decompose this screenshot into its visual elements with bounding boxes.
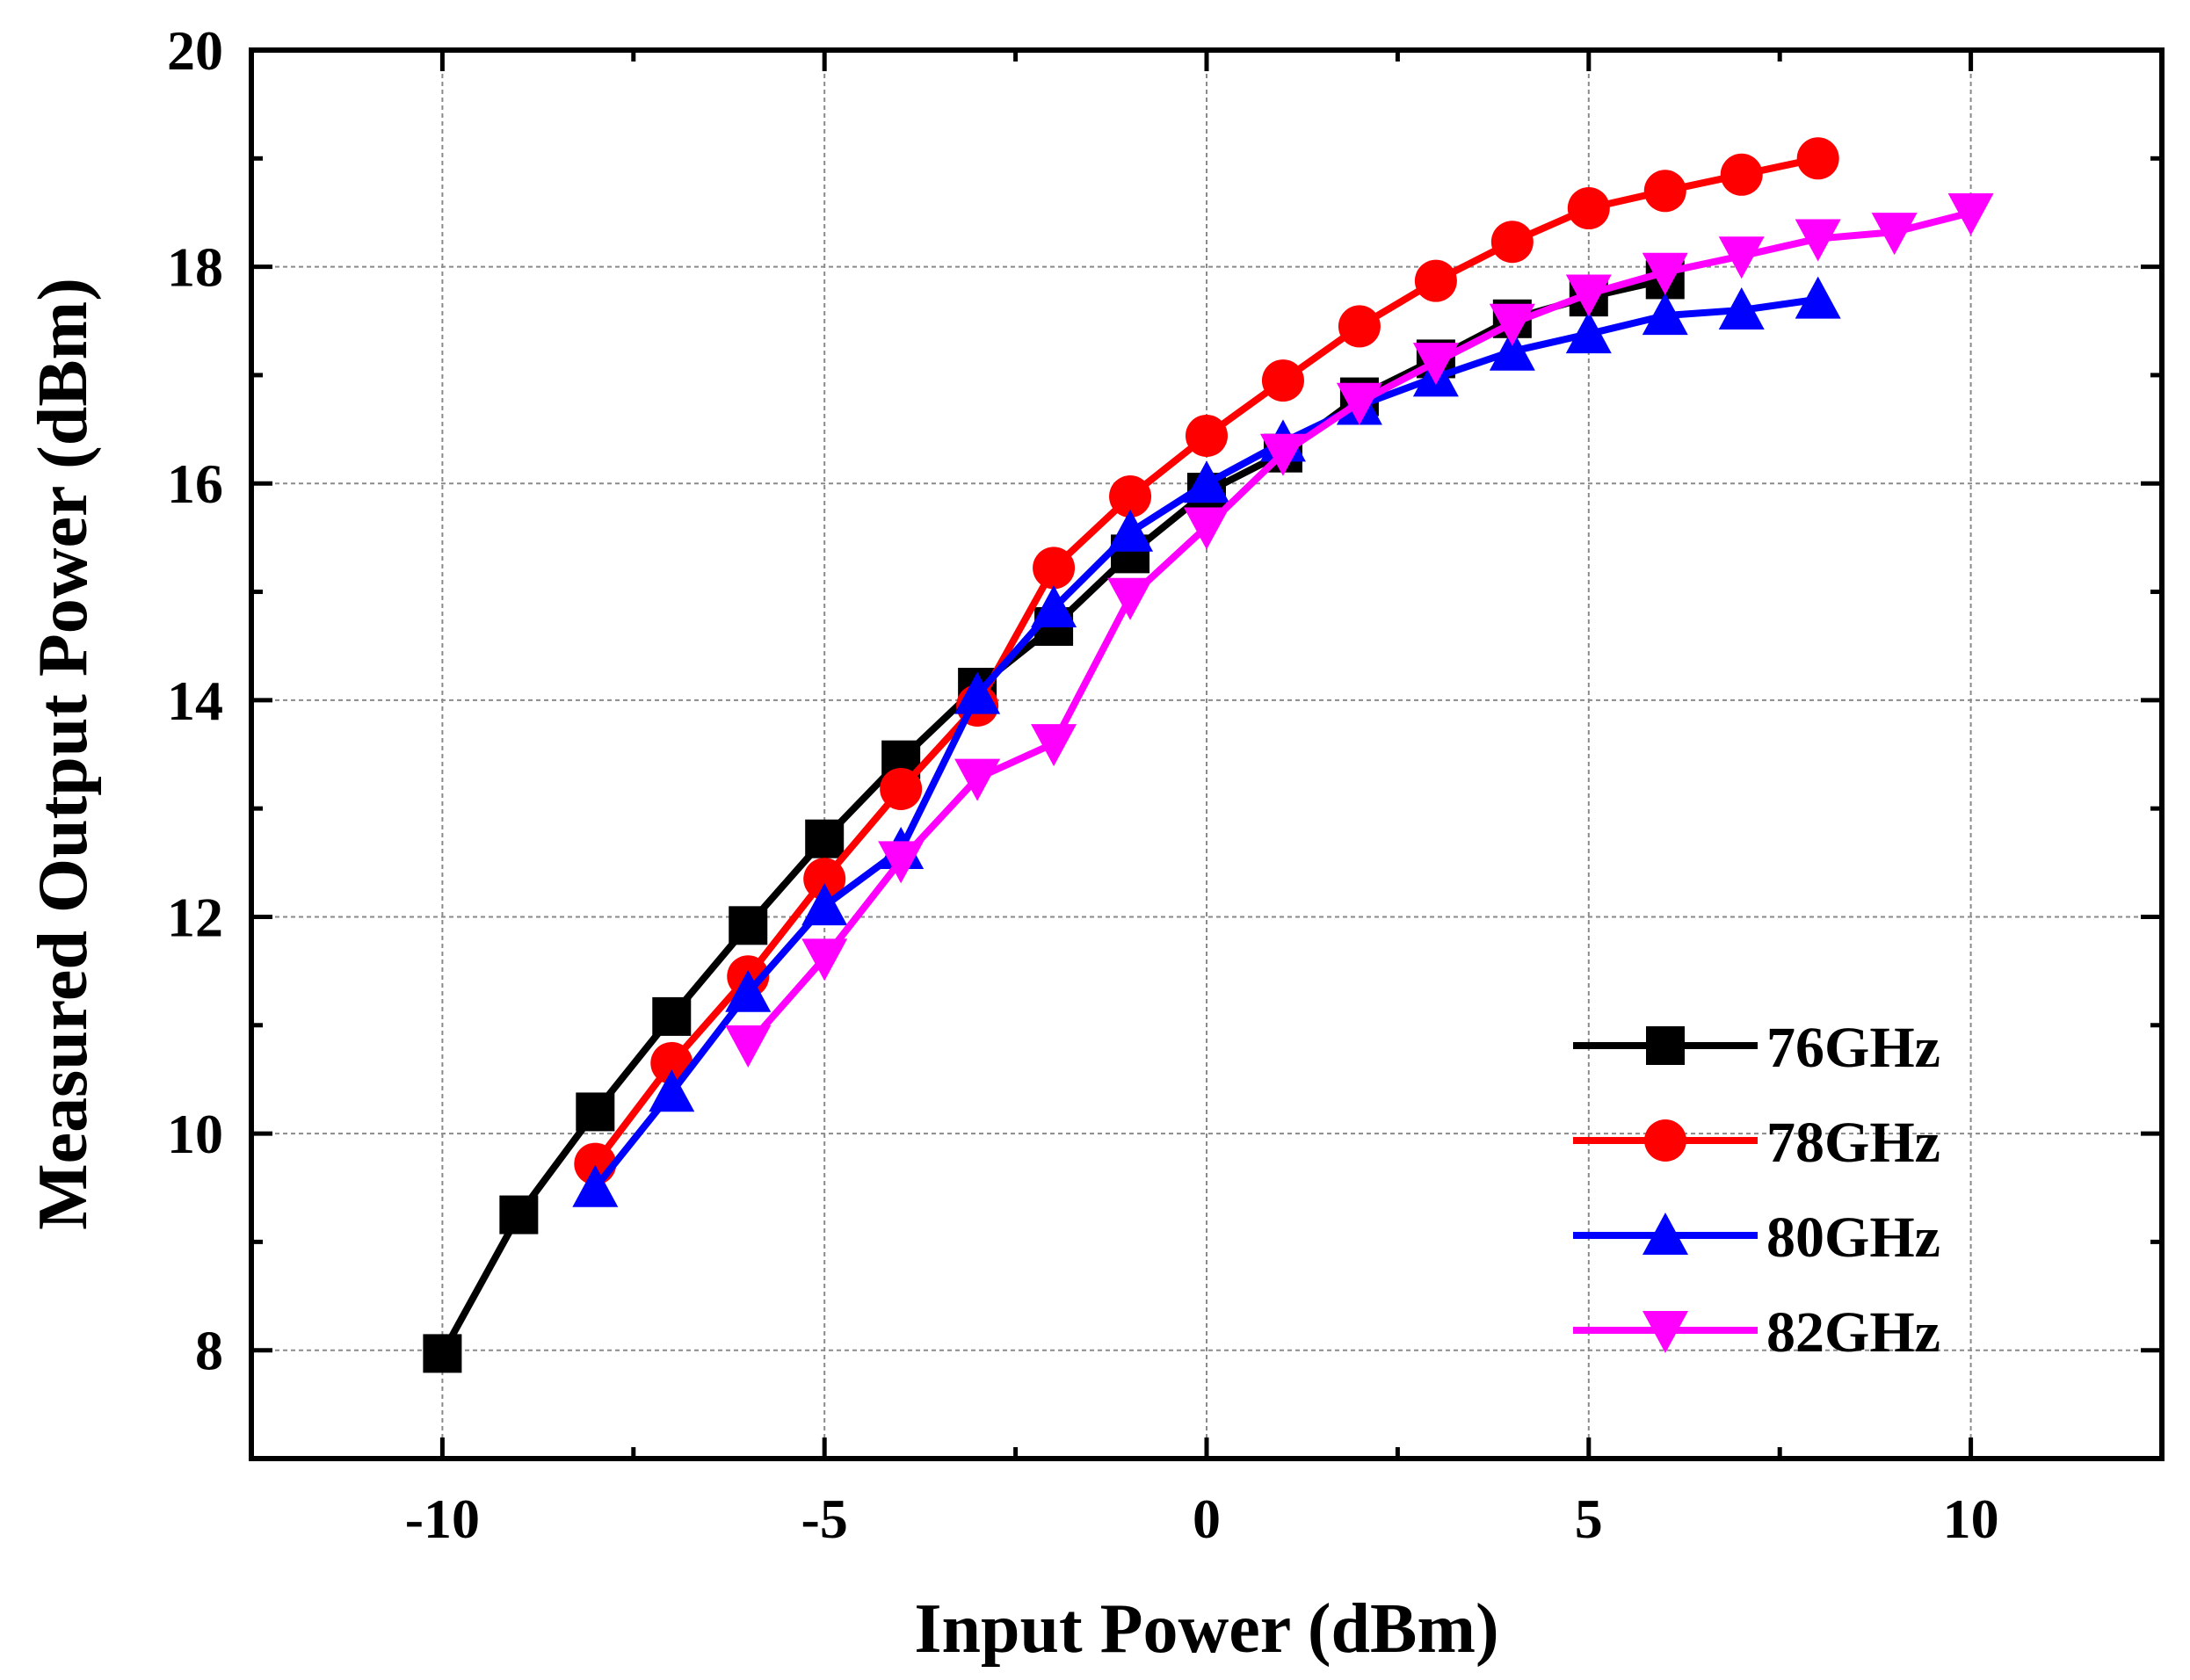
data-point-82ghz <box>801 938 848 981</box>
legend-label-78ghz: 78GHz <box>1766 1111 1940 1175</box>
data-point-80ghz <box>1031 585 1077 628</box>
data-point-78ghz <box>1338 305 1381 348</box>
data-point-82ghz <box>1795 219 1841 262</box>
legend-marker-82ghz <box>1642 1311 1688 1353</box>
legend-marker-76ghz <box>1646 1026 1685 1065</box>
data-point-82ghz <box>878 841 925 884</box>
x-tick-labels: -10 -5 0 5 10 <box>405 1488 1999 1550</box>
data-point-76ghz <box>805 819 845 858</box>
data-point-80ghz <box>954 671 1001 714</box>
y-tick-label: 12 <box>167 886 223 948</box>
data-point-80ghz <box>1642 293 1688 336</box>
data-point-78ghz <box>803 858 846 901</box>
data-point-78ghz <box>1796 137 1839 180</box>
data-point-78ghz <box>1643 170 1686 213</box>
data-point-80ghz <box>649 1069 695 1112</box>
x-tick-label: -10 <box>405 1488 480 1550</box>
data-point-82ghz <box>1184 507 1229 550</box>
data-point-78ghz <box>1567 187 1610 230</box>
series-line-76ghz <box>439 276 1666 1356</box>
legend-entry-78ghz: 78GHz <box>1573 1111 1940 1175</box>
x-tick-label: -5 <box>801 1488 848 1550</box>
data-point-80ghz <box>1565 311 1612 354</box>
data-point-80ghz <box>1184 460 1229 503</box>
data-point-80ghz <box>801 883 848 926</box>
legend-label-76ghz: 76GHz <box>1766 1016 1940 1080</box>
data-point-78ghz <box>1720 153 1763 196</box>
y-tick-label: 18 <box>167 236 223 299</box>
x-axis-title: Input Power (dBm) <box>914 1590 1498 1668</box>
data-point-78ghz <box>1186 414 1228 457</box>
data-point-82ghz <box>1031 724 1077 767</box>
legend-marker-80ghz <box>1642 1213 1688 1255</box>
series-80ghz <box>572 276 1841 1207</box>
plot-series <box>423 137 1994 1373</box>
data-point-76ghz <box>423 1334 462 1373</box>
legend-label-80ghz: 80GHz <box>1766 1206 1940 1270</box>
data-point-78ghz <box>1261 359 1304 402</box>
data-point-82ghz <box>1107 577 1154 620</box>
y-tick-label: 10 <box>167 1103 223 1165</box>
legend: 76GHz 78GHz 80GHz 82GHz <box>1573 1016 1940 1365</box>
legend-entry-76ghz: 76GHz <box>1573 1016 1940 1080</box>
x-tick-label: 10 <box>1943 1488 1999 1550</box>
data-point-80ghz <box>572 1164 619 1207</box>
legend-entry-80ghz: 80GHz <box>1573 1206 1940 1270</box>
y-tick-labels: 8 10 12 14 16 18 20 <box>167 19 223 1382</box>
data-point-78ghz <box>1033 547 1076 590</box>
data-point-78ghz <box>880 767 923 810</box>
legend-label-82ghz: 82GHz <box>1766 1300 1940 1365</box>
data-point-78ghz <box>1414 259 1457 302</box>
data-point-76ghz <box>652 996 692 1036</box>
data-point-80ghz <box>725 969 772 1012</box>
data-point-82ghz <box>954 758 1001 801</box>
data-point-82ghz <box>725 1025 772 1068</box>
data-point-80ghz <box>1107 509 1154 552</box>
data-point-82ghz <box>1718 236 1765 279</box>
data-point-76ghz <box>729 906 768 945</box>
data-point-82ghz <box>1871 213 1918 256</box>
x-tick-label: 0 <box>1193 1488 1221 1550</box>
data-point-82ghz <box>1565 274 1612 317</box>
data-point-82ghz <box>1642 252 1688 295</box>
data-point-80ghz <box>1795 276 1841 319</box>
data-point-80ghz <box>1718 286 1765 329</box>
data-point-82ghz <box>1259 433 1306 476</box>
data-point-82ghz <box>1412 343 1459 386</box>
axis-ticks <box>249 47 2165 1461</box>
gridlines <box>251 50 2162 1459</box>
data-point-82ghz <box>1336 382 1382 425</box>
data-point-82ghz <box>1489 303 1535 346</box>
y-tick-label: 8 <box>195 1320 223 1382</box>
legend-entry-82ghz: 82GHz <box>1573 1300 1940 1365</box>
series-82ghz <box>725 192 1994 1068</box>
data-point-78ghz <box>1490 221 1534 264</box>
data-point-76ghz <box>499 1195 539 1235</box>
data-point-82ghz <box>1947 192 1994 235</box>
legend-marker-78ghz <box>1644 1119 1686 1162</box>
data-point-78ghz <box>1109 475 1152 518</box>
y-tick-label: 20 <box>167 19 223 82</box>
data-point-80ghz <box>1489 328 1535 371</box>
x-tick-label: 5 <box>1575 1488 1603 1550</box>
y-tick-label: 14 <box>167 670 223 732</box>
series-78ghz <box>574 137 1839 1185</box>
data-point-76ghz <box>576 1092 615 1132</box>
y-tick-label: 16 <box>167 453 223 515</box>
y-axis-title: Measured Output Power (dBm) <box>25 278 102 1230</box>
